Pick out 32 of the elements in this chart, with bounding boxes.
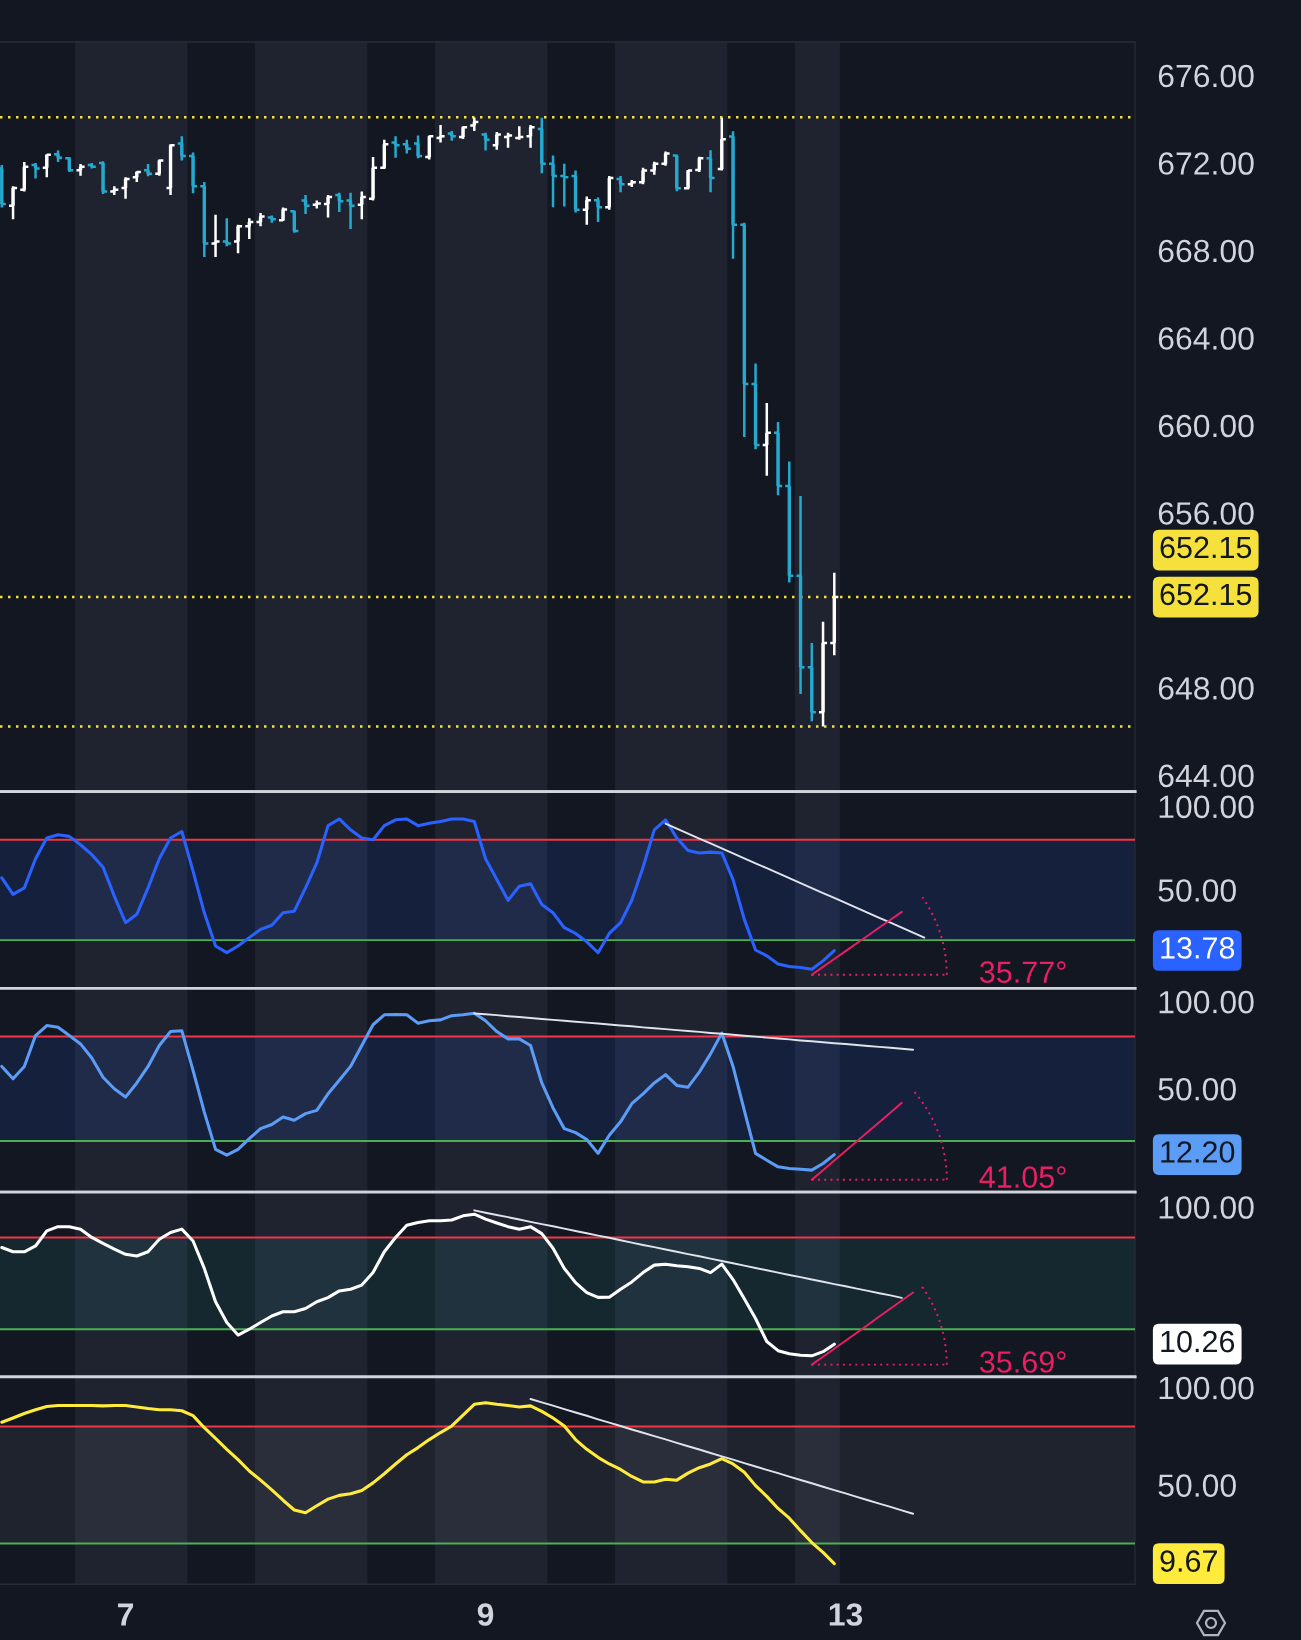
text: 652.15 <box>1160 536 1252 559</box>
y-tick-label: 664.00 <box>1158 327 1254 350</box>
x-tick-label: 7 <box>118 1603 134 1626</box>
text: 13.78 <box>1161 937 1235 959</box>
x-tick-label: 9 <box>477 1603 494 1626</box>
line-series <box>529 1398 915 1515</box>
y-tick-label: 50.00 <box>1158 1077 1236 1101</box>
line-series <box>473 1012 915 1051</box>
x-tick-label: 13 <box>829 1603 863 1626</box>
text: 9.67 <box>1160 1550 1217 1572</box>
ref-line-label: 652.15 <box>1160 583 1252 606</box>
line-series <box>0 817 836 971</box>
y-tick-label: 660.00 <box>1158 414 1254 438</box>
y-tick-label: 672.00 <box>1158 152 1254 175</box>
y-tick-label: 644.00 <box>1158 764 1254 788</box>
line-series <box>0 1401 836 1566</box>
y-tick-label: 100.00 <box>1159 795 1254 819</box>
y-tick-label: 50.00 <box>1158 1474 1236 1497</box>
y-tick-label: 100.00 <box>1159 990 1254 1014</box>
series-label: 35.77° <box>979 961 1066 983</box>
y-tick-label: 50.00 <box>1158 879 1236 902</box>
y-tick-label: 648.00 <box>1158 677 1254 700</box>
text: 10.26 <box>1161 1330 1235 1353</box>
y-tick-label: 676.00 <box>1158 64 1254 88</box>
series-label: 41.05° <box>979 1166 1066 1188</box>
series-label: 35.69° <box>979 1351 1066 1373</box>
y-tick-label: 100.00 <box>1159 1376 1254 1400</box>
text: 12.20 <box>1161 1141 1235 1163</box>
line-series <box>0 1011 836 1172</box>
line-series <box>664 822 926 939</box>
y-tick-label: 668.00 <box>1158 239 1254 263</box>
y-tick-label: 656.00 <box>1158 502 1254 525</box>
